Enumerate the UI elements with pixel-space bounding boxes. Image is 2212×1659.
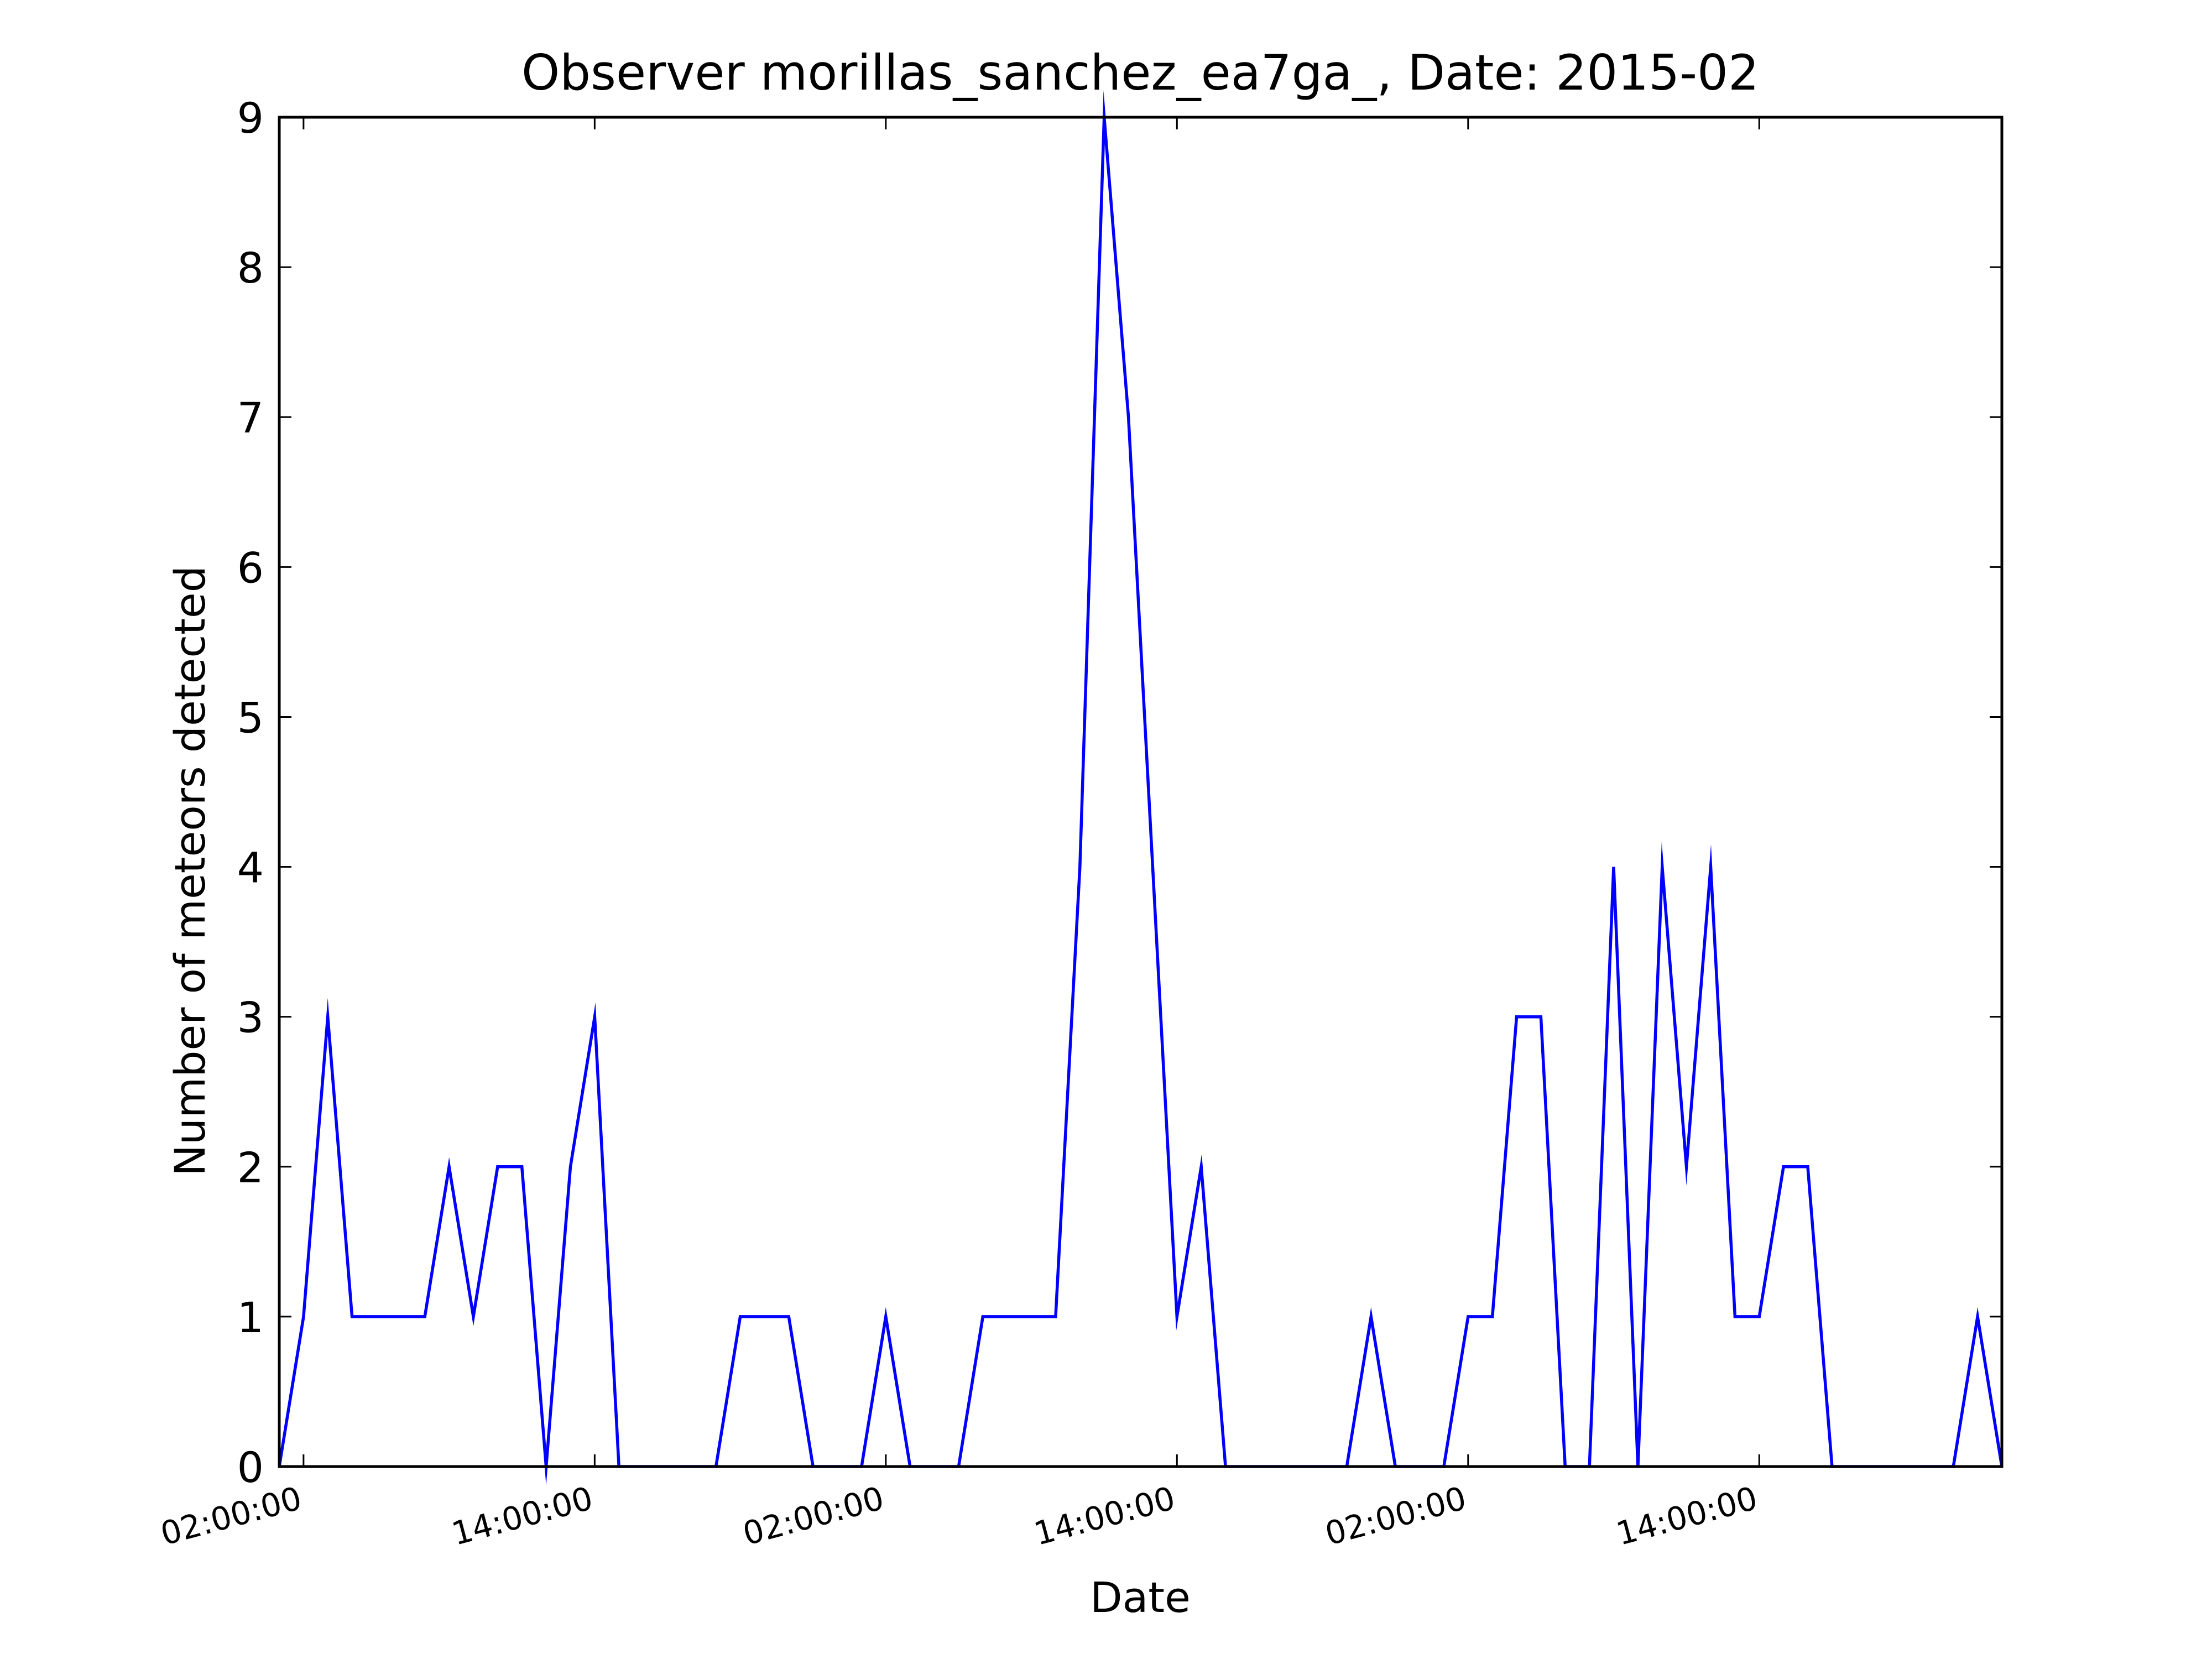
plot-area: 0 1 2 3 4 5 6 7 8 9 02:00:00 14:00:00 02:00:00 14:00:… bbox=[156, 90, 2004, 1553]
y-tick-label: 4 bbox=[237, 843, 264, 893]
y-tick-label: 9 bbox=[237, 93, 264, 143]
y-tick-label: 6 bbox=[237, 543, 264, 592]
chart-title: Observer morillas_sanchez_ea7ga_, Date: … bbox=[521, 44, 1759, 101]
x-axis-label: Date bbox=[1090, 1573, 1191, 1622]
x-tick-label: 14:00:00 bbox=[1613, 1479, 1761, 1553]
x-tick-label: 02:00:00 bbox=[739, 1479, 888, 1553]
series-line-0 bbox=[278, 90, 2004, 1486]
x-tick-label: 14:00:00 bbox=[1030, 1479, 1179, 1553]
y-tick-label: 0 bbox=[237, 1443, 264, 1492]
x-tick-label: 14:00:00 bbox=[448, 1479, 597, 1553]
x-tick-label: 02:00:00 bbox=[1321, 1479, 1470, 1553]
plot-frame bbox=[278, 116, 2004, 1468]
y-tick-label: 8 bbox=[237, 243, 264, 293]
y-tick-label: 5 bbox=[237, 693, 264, 742]
y-tick-label: 1 bbox=[237, 1293, 264, 1342]
y-tick-label: 7 bbox=[237, 393, 264, 442]
y-tick-label: 2 bbox=[237, 1143, 264, 1192]
y-axis-label: Number of meteors detected bbox=[165, 566, 215, 1176]
x-tick-label: 02:00:00 bbox=[156, 1479, 305, 1553]
y-tick-label: 3 bbox=[237, 993, 264, 1042]
